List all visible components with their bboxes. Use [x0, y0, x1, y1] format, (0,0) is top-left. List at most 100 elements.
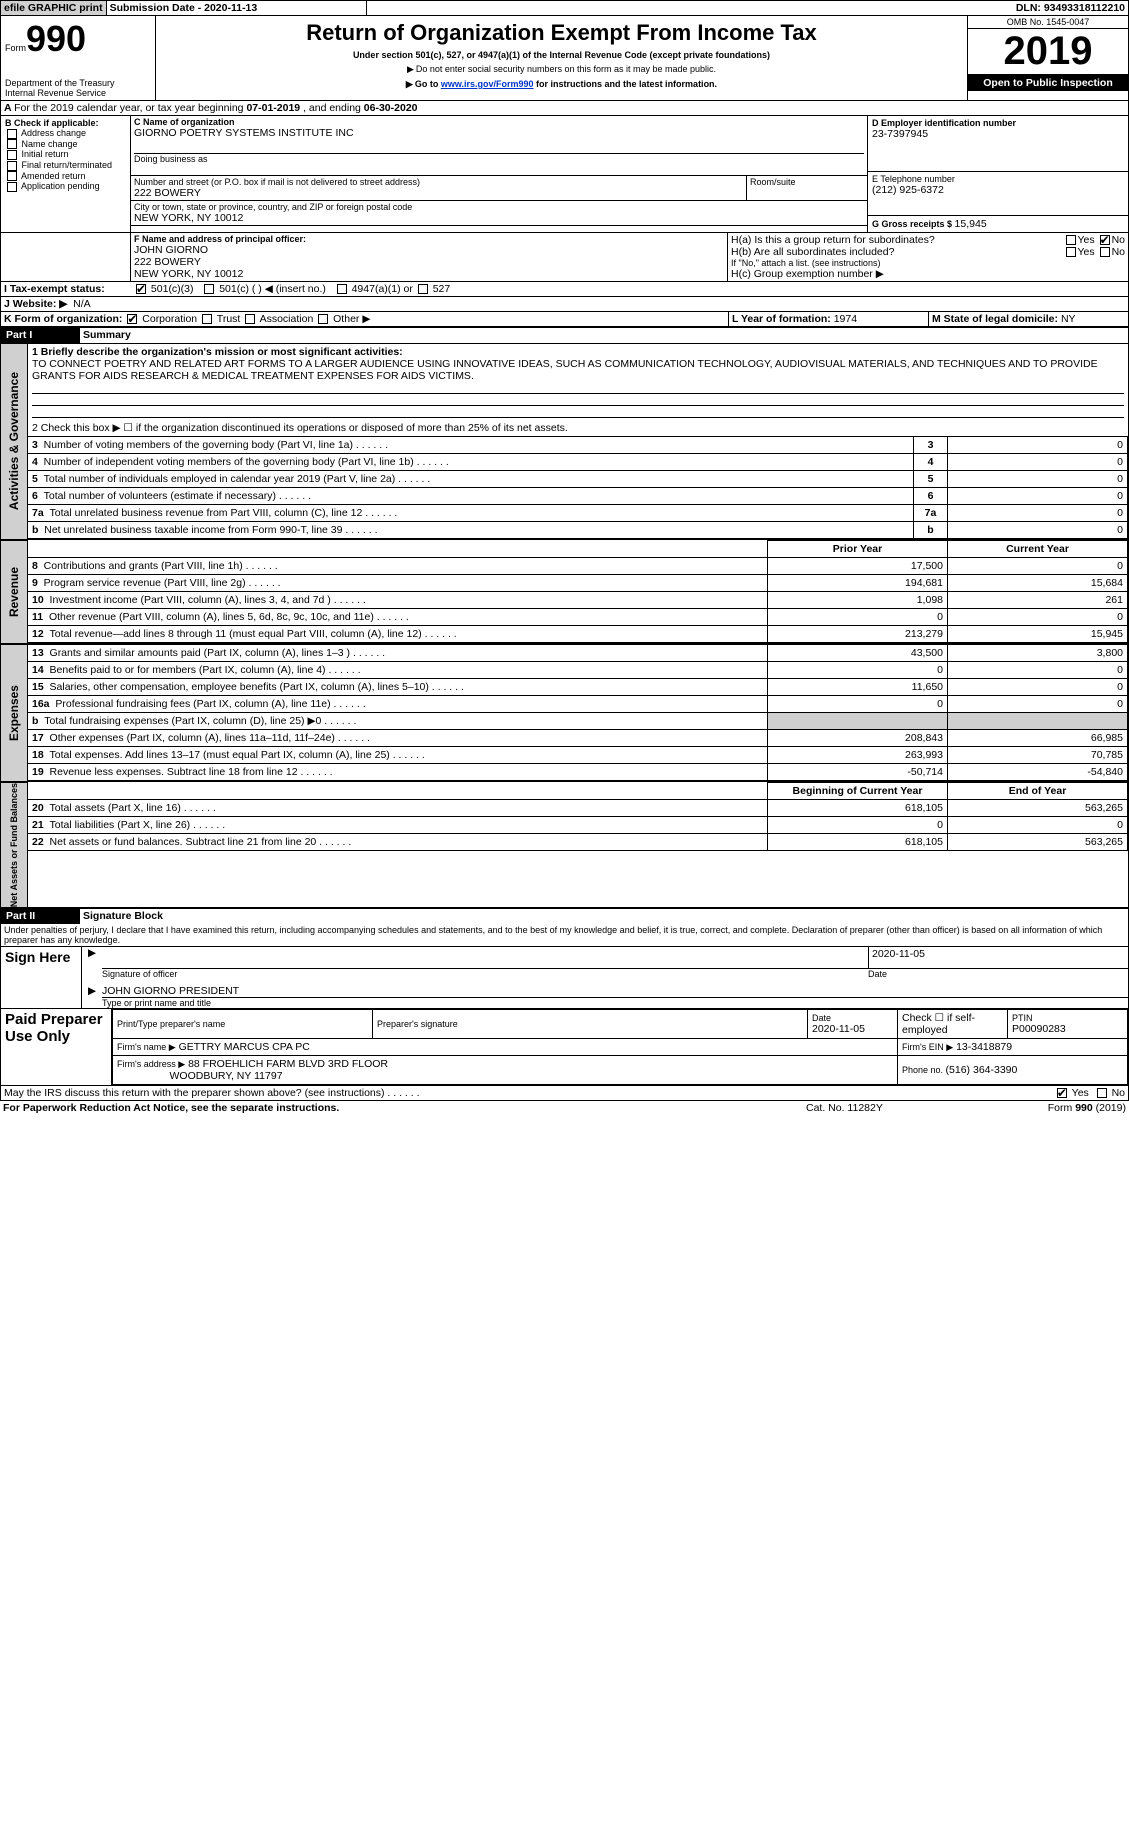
prep-date-lbl: Date	[812, 1013, 893, 1023]
hb-text: H(b) Are all subordinates included?	[731, 246, 1064, 258]
info-grid: B Check if applicable: Address change Na…	[0, 116, 1129, 232]
part2-label: Part II	[0, 908, 80, 924]
klm-row: K Form of organization: Corporation Trus…	[0, 312, 1129, 327]
ptin-lbl: PTIN	[1012, 1013, 1123, 1023]
firm-ein-lbl: Firm's EIN ▶	[902, 1042, 953, 1052]
firm-addr1: 88 FROEHLICH FARM BLVD 3RD FLOOR	[188, 1058, 388, 1070]
net-table: Beginning of Current YearEnd of Year 20 …	[28, 782, 1128, 851]
part2-title: Signature Block	[80, 908, 1129, 924]
firm-phone-lbl: Phone no.	[902, 1065, 946, 1075]
irs-link[interactable]: www.irs.gov/Form990	[441, 79, 534, 89]
sign-block: Sign Here ▶ 2020-11-05 Signature of offi…	[0, 947, 1129, 1009]
netassets-section: Net Assets or Fund Balances Beginning of…	[0, 782, 1129, 908]
part1-title: Summary	[80, 327, 1129, 343]
b-opt-0[interactable]: Address change	[5, 128, 126, 139]
sign-here-label: Sign Here	[1, 947, 81, 1008]
sub3b: for instructions and the latest informat…	[534, 79, 718, 89]
i-527[interactable]: 527	[433, 283, 451, 295]
d-lbl: D Employer identification number	[872, 118, 1124, 128]
form-word: Form	[5, 43, 26, 53]
officer-signed-name: JOHN GIORNO PRESIDENT	[102, 985, 239, 997]
side-expenses: Expenses	[7, 685, 21, 741]
firm-addr-lbl: Firm's address ▶	[117, 1059, 185, 1069]
ein: 23-7397945	[872, 128, 1124, 140]
subtitle-2: Do not enter social security numbers on …	[416, 64, 716, 74]
k-trust[interactable]: Trust	[217, 313, 241, 325]
open-inspection: Open to Public Inspection	[968, 75, 1128, 91]
b-opt-4[interactable]: Amended return	[5, 171, 126, 182]
hb-no[interactable]: No	[1112, 246, 1125, 258]
side-governance: Activities & Governance	[7, 372, 21, 510]
mission-text: TO CONNECT POETRY AND RELATED ART FORMS …	[32, 358, 1124, 382]
dln: DLN: 93493318112210	[1013, 1, 1128, 15]
tax-year: 2019	[968, 29, 1128, 75]
phone: (212) 925-6372	[872, 184, 1124, 196]
sig-label: Signature of officer	[102, 969, 868, 979]
governance-section: Activities & Governance 1 Briefly descri…	[0, 343, 1129, 540]
org-name: GIORNO POETRY SYSTEMS INSTITUTE INC	[134, 127, 864, 139]
page-footer: For Paperwork Reduction Act Notice, see …	[0, 1101, 1129, 1115]
i-501c3[interactable]: 501(c)(3)	[151, 283, 194, 295]
addr-lbl: Number and street (or P.O. box if mail i…	[134, 177, 743, 187]
part2-bar: Part II Signature Block	[0, 908, 1129, 924]
k-other[interactable]: Other ▶	[333, 313, 370, 325]
date-label: Date	[868, 969, 1128, 979]
subtitle-1: Under section 501(c), 527, or 4947(a)(1)…	[176, 50, 947, 60]
form-title: Return of Organization Exempt From Incom…	[176, 20, 947, 46]
expenses-section: Expenses 13 Grants and similar amounts p…	[0, 644, 1129, 782]
domicile: NY	[1061, 313, 1076, 325]
g-lbl: G Gross receipts $	[872, 219, 955, 229]
year-begin: 07-01-2019	[246, 102, 300, 114]
firm-phone: (516) 364-3390	[946, 1064, 1018, 1076]
b-opt-3[interactable]: Final return/terminated	[5, 160, 126, 171]
city: NEW YORK, NY 10012	[134, 212, 864, 224]
e-lbl: E Telephone number	[872, 174, 1124, 184]
exp-table: 13 Grants and similar amounts paid (Part…	[28, 644, 1128, 781]
part1-bar: Part I Summary	[0, 327, 1129, 343]
ha-no[interactable]: No	[1112, 234, 1125, 246]
f-h-row: F Name and address of principal officer:…	[0, 232, 1129, 282]
j-lbl: J Website: ▶	[4, 298, 67, 310]
col-begin: Beginning of Current Year	[768, 783, 948, 800]
officer-name: JOHN GIORNO	[134, 244, 724, 256]
m-lbl: M State of legal domicile:	[932, 313, 1061, 325]
i-row: I Tax-exempt status: 501(c)(3) 501(c) ( …	[0, 282, 1129, 297]
self-employed[interactable]: Check ☐ if self-employed	[898, 1010, 1008, 1039]
sub3a: Go to	[415, 79, 441, 89]
b-opt-1[interactable]: Name change	[5, 139, 126, 150]
dept1: Department of the Treasury	[5, 78, 151, 88]
ha-text: H(a) Is this a group return for subordin…	[731, 234, 1064, 246]
discuss-no[interactable]: No	[1112, 1087, 1125, 1099]
website: N/A	[73, 298, 91, 310]
col-end: End of Year	[948, 783, 1128, 800]
preparer-block: Paid Preparer Use Only Print/Type prepar…	[0, 1009, 1129, 1086]
gov-table: 3 Number of voting members of the govern…	[28, 436, 1128, 539]
b-opt-2[interactable]: Initial return	[5, 149, 126, 160]
ha-yes[interactable]: Yes	[1078, 234, 1095, 246]
topbar: efile GRAPHIC print Submission Date - 20…	[0, 0, 1129, 16]
hb-yes[interactable]: Yes	[1078, 246, 1095, 258]
year-formed: 1974	[834, 313, 857, 325]
prep-sig-lbl: Preparer's signature	[377, 1019, 803, 1029]
i-4947[interactable]: 4947(a)(1) or	[352, 283, 413, 295]
form-number: 990	[26, 18, 86, 59]
cat-no: Cat. No. 11282Y	[806, 1102, 966, 1114]
k-corp[interactable]: Corporation	[142, 313, 197, 325]
col-prior: Prior Year	[768, 541, 948, 558]
firm-ein: 13-3418879	[956, 1041, 1012, 1053]
f-lbl: F Name and address of principal officer:	[134, 234, 724, 244]
discuss-row: May the IRS discuss this return with the…	[0, 1086, 1129, 1101]
j-row: J Website: ▶ N/A	[0, 297, 1129, 312]
l-lbl: L Year of formation:	[732, 313, 834, 325]
efile-print[interactable]: efile GRAPHIC print	[1, 1, 107, 15]
b-label: B Check if applicable:	[5, 118, 126, 128]
prep-date: 2020-11-05	[812, 1023, 893, 1035]
discuss-yes[interactable]: Yes	[1072, 1087, 1089, 1099]
tax-year-line: A For the 2019 calendar year, or tax yea…	[0, 101, 1129, 116]
k-assoc[interactable]: Association	[260, 313, 314, 325]
i-501c[interactable]: 501(c) ( ) ◀ (insert no.)	[219, 283, 326, 295]
hb-note: If "No," attach a list. (see instruction…	[731, 258, 1125, 268]
b-opt-5[interactable]: Application pending	[5, 181, 126, 192]
form-header: Form990 Department of the Treasury Inter…	[0, 16, 1129, 101]
street: 222 BOWERY	[134, 187, 743, 199]
